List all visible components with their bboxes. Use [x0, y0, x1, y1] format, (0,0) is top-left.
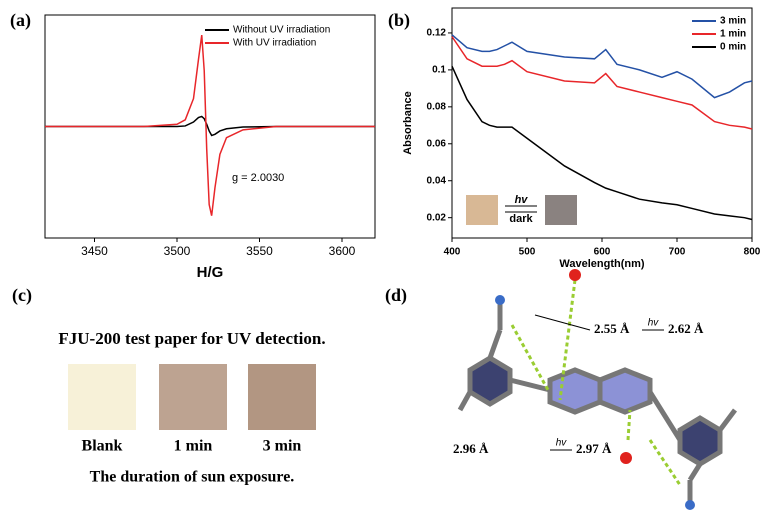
x-tick-label: 800	[744, 247, 760, 258]
h-bond	[510, 279, 682, 486]
inset-photo	[545, 195, 577, 225]
y-tick-label: 0.04	[427, 175, 447, 186]
x-tick-label: 3450	[81, 244, 108, 258]
x-tick-label: 700	[669, 247, 686, 258]
legend-label: With UV irradiation	[233, 38, 316, 49]
x-tick-label: 600	[594, 247, 611, 258]
annotation: g = 2.0030	[232, 172, 284, 184]
y-tick-label: 0.1	[432, 65, 446, 76]
distance: 2.62 Å	[668, 321, 704, 336]
sample-label: 1 min	[174, 438, 213, 455]
legend-label: 1 min	[720, 29, 746, 40]
nitrogen	[495, 295, 505, 305]
y-tick-label: 0.06	[427, 138, 447, 149]
inset-photo	[466, 195, 498, 225]
panel-label: (b)	[388, 10, 410, 31]
y-axis-label: Absorbance	[402, 91, 414, 155]
sample-label: 3 min	[263, 438, 302, 455]
panel-label: (a)	[10, 10, 31, 31]
series-line	[451, 65, 753, 221]
distance: 2.96 Å	[453, 441, 489, 456]
x-tick-label: 400	[444, 247, 461, 258]
x-tick-label: 500	[519, 247, 536, 258]
series-line	[45, 34, 375, 216]
inset-label: hv	[515, 194, 529, 206]
oxygen	[620, 452, 632, 464]
caption: The duration of sun exposure.	[90, 469, 295, 486]
x-axis-label: Wavelength(nm)	[559, 258, 644, 270]
inset-label: dark	[509, 213, 533, 225]
legend-label: 0 min	[720, 42, 746, 53]
distance: 2.97 Å	[576, 441, 612, 456]
x-axis-label: H/G	[197, 264, 224, 281]
y-tick-label: 0.02	[427, 212, 447, 223]
x-tick-label: 3500	[164, 244, 191, 258]
hv-label: hv	[556, 438, 568, 449]
series-line	[45, 115, 375, 137]
distance: 2.55 Å	[594, 321, 630, 336]
panel-label: (d)	[385, 285, 407, 306]
x-tick-label: 3550	[246, 244, 273, 258]
panel-title: FJU-200 test paper for UV detection.	[58, 329, 325, 348]
test-paper	[68, 364, 136, 430]
nitrogen	[685, 500, 695, 510]
panel-label: (c)	[12, 285, 32, 306]
sample-label: Blank	[82, 438, 123, 455]
legend-label: Without UV irradiation	[233, 25, 330, 36]
oxygen	[569, 269, 581, 281]
series-line	[451, 36, 753, 130]
x-tick-label: 3600	[329, 244, 356, 258]
arrow	[534, 314, 591, 331]
test-paper	[248, 364, 316, 430]
y-tick-label: 0.08	[427, 101, 447, 112]
test-paper	[159, 364, 227, 430]
y-tick-label: 0.12	[427, 28, 447, 39]
legend-label: 3 min	[720, 16, 746, 27]
hv-label: hv	[648, 318, 660, 329]
series-line	[451, 34, 753, 99]
